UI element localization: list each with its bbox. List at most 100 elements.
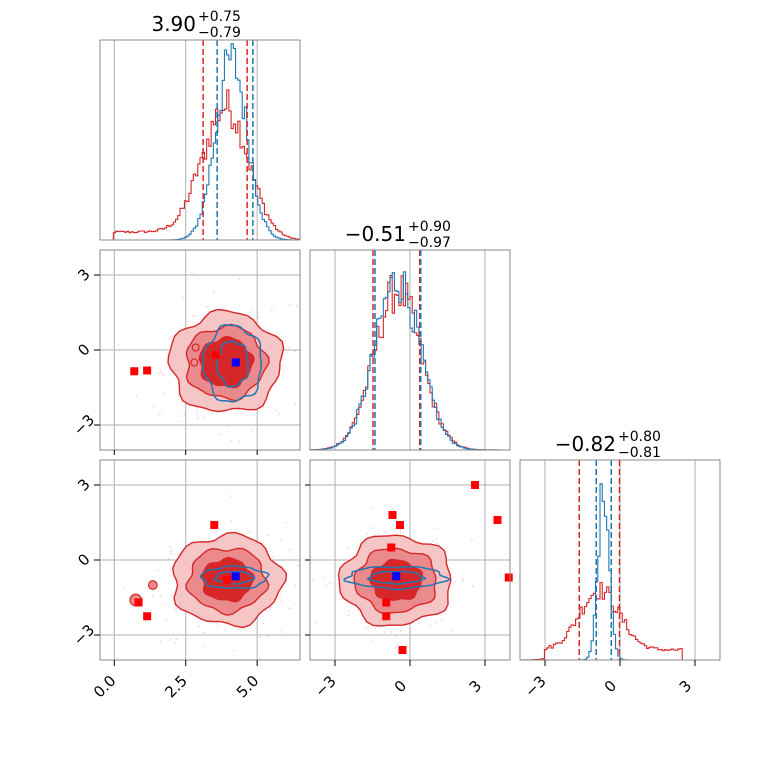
marker-red-square bbox=[396, 521, 404, 529]
sample-point bbox=[218, 433, 221, 436]
marker-red-square bbox=[388, 511, 397, 519]
sample-point bbox=[196, 413, 199, 415]
contour-content bbox=[100, 250, 300, 450]
marker-red-square bbox=[210, 521, 219, 529]
sample-point bbox=[390, 631, 393, 633]
sample-point bbox=[289, 548, 291, 551]
sample-point bbox=[170, 552, 173, 555]
sample-point bbox=[258, 316, 260, 318]
sample-point bbox=[169, 336, 171, 339]
sample-point bbox=[183, 297, 185, 299]
sample-point bbox=[244, 627, 246, 630]
marker-blue-square bbox=[231, 358, 240, 367]
sample-point bbox=[169, 545, 171, 548]
marker-blue-square bbox=[231, 572, 240, 581]
title-upper-error: +0.75 bbox=[198, 9, 241, 25]
sample-point bbox=[280, 600, 283, 602]
sample-point bbox=[250, 309, 252, 311]
histogram-content bbox=[310, 250, 510, 450]
sample-point bbox=[267, 534, 269, 536]
sample-point bbox=[195, 406, 198, 409]
sample-point bbox=[472, 585, 474, 588]
sample-point bbox=[409, 630, 412, 633]
contour-blue-level bbox=[202, 324, 263, 403]
sample-point bbox=[371, 639, 373, 641]
marker-blue-square bbox=[392, 572, 401, 581]
contour-blue-level bbox=[366, 570, 427, 585]
sample-point bbox=[123, 588, 125, 590]
sample-point bbox=[212, 291, 215, 294]
sample-point bbox=[202, 645, 204, 647]
sample-point bbox=[210, 675, 211, 676]
title-lower-error: −0.79 bbox=[198, 25, 241, 41]
sample-point bbox=[298, 564, 300, 567]
sample-point bbox=[454, 581, 457, 583]
sample-point bbox=[436, 542, 438, 544]
sample-point bbox=[152, 595, 154, 598]
x-tick-label: 0 bbox=[601, 677, 620, 696]
marker-red-square bbox=[387, 543, 396, 552]
sample-point bbox=[135, 395, 138, 397]
sample-point bbox=[285, 522, 287, 524]
marker-red-square bbox=[471, 481, 479, 489]
histogram-red bbox=[100, 89, 300, 240]
histogram-title: −0.51 +0.90−0.97 bbox=[345, 219, 451, 251]
sample-point bbox=[372, 506, 374, 509]
x-tick-label: 2.5 bbox=[161, 672, 191, 702]
sample-point bbox=[194, 315, 196, 317]
y-tick-label: −3 bbox=[70, 411, 98, 439]
sample-point bbox=[259, 636, 261, 638]
sample-point bbox=[262, 622, 264, 625]
sample-point bbox=[183, 413, 186, 415]
sample-point bbox=[471, 539, 473, 541]
sample-point bbox=[358, 609, 360, 611]
sample-point bbox=[395, 647, 397, 649]
y-tick-label: 0 bbox=[74, 550, 93, 569]
sample-point bbox=[162, 374, 164, 376]
sample-point bbox=[170, 569, 172, 571]
sample-point bbox=[290, 558, 292, 560]
sample-point bbox=[169, 638, 172, 641]
contour-panel-1-0 bbox=[99, 249, 301, 451]
contour-panel-2-1 bbox=[306, 459, 513, 661]
marker-red-square bbox=[223, 576, 232, 584]
x-tick-label: 0.0 bbox=[90, 672, 120, 702]
sample-point bbox=[159, 412, 161, 415]
sample-point bbox=[306, 581, 307, 582]
contour-red-level bbox=[198, 335, 255, 389]
contour-content bbox=[306, 460, 510, 660]
sample-point bbox=[396, 643, 399, 646]
x-tick-label: −3 bbox=[521, 672, 549, 700]
sample-point bbox=[204, 416, 206, 419]
sample-point bbox=[177, 553, 179, 555]
sample-point bbox=[187, 320, 190, 323]
sample-point bbox=[399, 529, 402, 531]
sample-point bbox=[174, 641, 176, 644]
x-tick-label: 5.0 bbox=[233, 672, 263, 702]
sample-point bbox=[348, 610, 350, 612]
sample-point bbox=[217, 623, 219, 625]
title-lower-error: −0.97 bbox=[408, 235, 451, 251]
sample-point bbox=[192, 315, 194, 318]
histogram-panel-param-2: −0.82 +0.80−0.81 bbox=[519, 429, 721, 661]
sample-point bbox=[301, 607, 302, 608]
histogram-title: −0.82 +0.80−0.81 bbox=[555, 429, 661, 461]
sample-point bbox=[276, 410, 278, 412]
sample-point bbox=[238, 278, 241, 280]
sample-point bbox=[272, 556, 274, 558]
sample-point bbox=[270, 606, 272, 608]
marker-red-square bbox=[143, 612, 152, 621]
title-value: 3.90 bbox=[151, 12, 196, 36]
sample-point bbox=[198, 625, 200, 628]
histogram-red bbox=[520, 581, 720, 660]
histogram-blue bbox=[520, 483, 720, 660]
sample-point bbox=[175, 608, 177, 610]
sample-point bbox=[441, 619, 444, 622]
sample-point bbox=[428, 625, 431, 627]
sample-point bbox=[498, 570, 500, 572]
sample-point bbox=[234, 412, 237, 415]
sample-point bbox=[312, 579, 314, 582]
sample-point bbox=[196, 410, 198, 412]
marker-red-square bbox=[504, 573, 513, 582]
sample-point bbox=[294, 402, 296, 405]
